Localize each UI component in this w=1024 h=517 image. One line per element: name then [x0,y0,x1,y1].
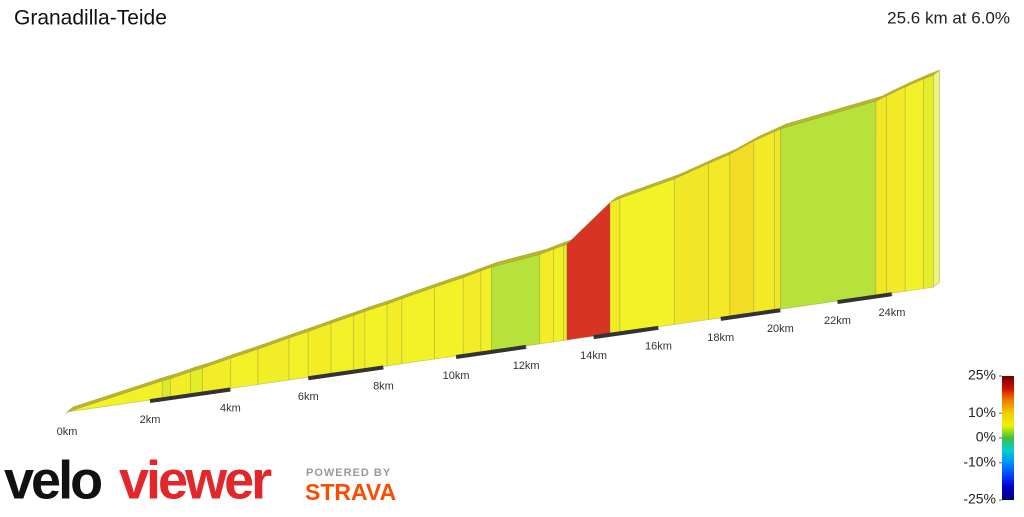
segment [566,201,611,341]
colorbar-label: -25% [963,491,996,507]
chart-subtitle: 25.6 km at 6.0% [887,8,1010,27]
x-tick-label: 4km [220,402,241,414]
segment [386,298,403,367]
strava-logo: STRAVA [305,479,396,505]
segment [364,303,388,370]
x-tick-label: 10km [443,370,470,382]
powered-by: POWERED BY [306,467,391,479]
segment [288,331,309,381]
segment [923,74,935,290]
segment [563,243,568,341]
segment [875,95,887,296]
x-tick-label: 18km [707,332,734,344]
x-tick-label: 24km [879,307,906,319]
x-tick-label: 16km [645,341,672,353]
segment [491,253,541,352]
x-tick-label: 20km [767,323,794,335]
x-tick-label: 2km [140,414,161,426]
segment [434,277,464,360]
segment [307,322,332,378]
colorbar-label: 0% [976,429,996,445]
logo-velo: velo [4,450,101,510]
axis-band [149,387,231,404]
x-tick-label: 8km [373,380,394,392]
x-tick-label: 22km [824,315,851,327]
segment [539,248,554,345]
x-tick-label: 12km [513,360,540,372]
axis-band [593,325,659,340]
chart-title: Granadilla-Teide [14,7,167,30]
axis-band [720,308,781,321]
logo-viewer: viewer [119,450,272,510]
segment [161,378,171,399]
segment [553,244,564,343]
colorbar-label: 10% [968,404,996,420]
axis-band [307,365,384,381]
segment [886,86,906,295]
x-tick-label: 6km [298,391,319,403]
segment [480,266,492,353]
colorbar [1002,376,1014,500]
segment [904,78,924,292]
segment [353,310,366,372]
segment [190,367,203,395]
axis-band [455,344,527,359]
x-tick-label: 0km [57,426,78,438]
segment [619,178,675,333]
segment [729,140,755,317]
segment [708,153,731,321]
segment [753,131,775,314]
axis-band [837,292,893,305]
segment [462,270,482,356]
segment [780,100,877,310]
colorbar-label: -10% [963,454,996,470]
segment [66,380,163,413]
end-face [933,69,940,288]
segment [401,286,435,365]
segment [330,315,355,375]
segment [673,162,709,325]
colorbar-label: 25% [968,367,996,383]
segment [774,128,781,311]
segment [609,197,621,335]
x-tick-label: 14km [580,350,607,362]
